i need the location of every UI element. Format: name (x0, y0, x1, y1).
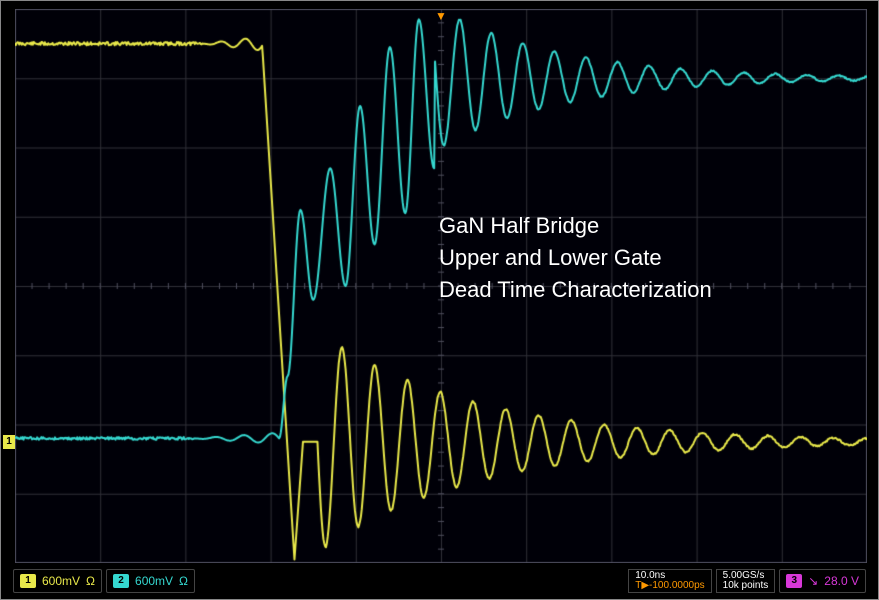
bottom-readout-bar: 1 600mV Ω 2 600mV Ω 10.0ns T▶-100.0000ps… (13, 567, 866, 595)
ch1-scale: 600mV (42, 574, 80, 588)
overlay-title-line2: Upper and Lower Gate (439, 245, 662, 271)
trigger-readout[interactable]: 3 ↘ 28.0 V (779, 569, 866, 593)
ch2-scale: 600mV (135, 574, 173, 588)
ch2-badge: 2 (113, 574, 129, 588)
ch1-ground-marker: 1 (3, 435, 15, 449)
trigger-level: 28.0 V (824, 574, 859, 588)
ch3-badge: 3 (786, 574, 802, 588)
ch1-badge: 1 (20, 574, 36, 588)
overlay-title-line1: GaN Half Bridge (439, 213, 599, 239)
oscilloscope-frame: ▼ 1 GaN Half Bridge Upper and Lower Gate… (0, 0, 879, 600)
overlay-title-line3: Dead Time Characterization (439, 277, 712, 303)
ch1-readout[interactable]: 1 600mV Ω (13, 569, 102, 593)
timebase-readout[interactable]: 10.0ns T▶-100.0000ps (628, 569, 711, 593)
trigger-slope-icon: ↘ (808, 574, 818, 588)
ch2-readout[interactable]: 2 600mV Ω (106, 569, 195, 593)
ch1-termination-icon: Ω (86, 574, 95, 588)
trigger-marker-top-icon: ▼ (435, 9, 447, 23)
sample-readout[interactable]: 5.00GS/s 10k points (716, 569, 776, 593)
record-length: 10k points (723, 581, 769, 591)
timebase-delay: T▶-100.0000ps (635, 581, 704, 591)
ch2-termination-icon: Ω (179, 574, 188, 588)
